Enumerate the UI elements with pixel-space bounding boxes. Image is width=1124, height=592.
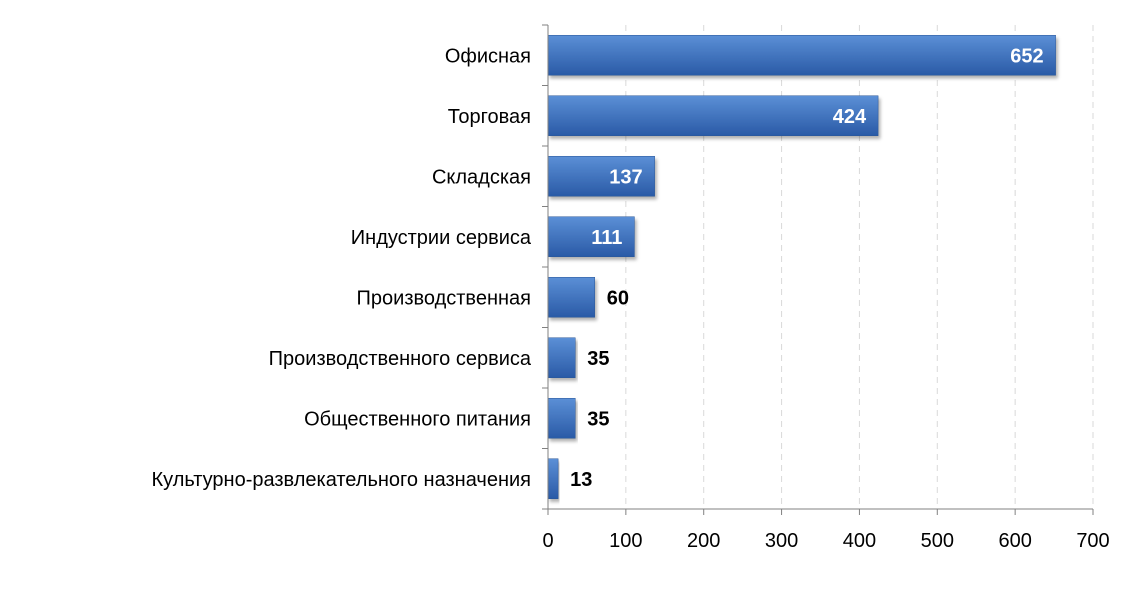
data-label-4: 111 — [591, 227, 622, 249]
x-tick-label: 400 — [843, 530, 876, 552]
bar-7 — [547, 398, 576, 439]
data-label-3: 137 — [609, 166, 642, 188]
bar-5 — [547, 277, 595, 318]
bar-8 — [547, 458, 559, 499]
data-label-5: 60 — [607, 287, 629, 309]
category-label: Торговая — [448, 106, 531, 128]
bar-1 — [547, 35, 1056, 76]
bar-2 — [547, 95, 879, 136]
bars — [547, 35, 1056, 499]
bar-6 — [547, 337, 576, 378]
category-label: Офисная — [445, 45, 531, 67]
category-label: Производственного сервиса — [269, 348, 532, 370]
axes — [542, 24, 1094, 515]
bar-3 — [547, 156, 655, 197]
data-label-8: 13 — [570, 469, 592, 491]
category-label: Индустрии сервиса — [351, 227, 532, 249]
category-label: Общественного питания — [304, 408, 531, 430]
data-label-2: 424 — [833, 106, 867, 128]
x-tick-label: 200 — [687, 530, 720, 552]
x-tick-label: 300 — [765, 530, 798, 552]
x-tick-label: 700 — [1076, 530, 1109, 552]
category-label: Складская — [432, 166, 531, 188]
bar-4 — [547, 216, 635, 257]
data-label-6: 35 — [587, 348, 609, 370]
x-tick-label: 500 — [921, 530, 954, 552]
x-tick-label: 100 — [609, 530, 642, 552]
data-label-7: 35 — [587, 408, 609, 430]
x-tick-label: 0 — [542, 530, 553, 552]
category-label: Культурно-развлекательного назначения — [152, 469, 532, 491]
x-tick-label: 600 — [998, 530, 1031, 552]
labels: 0 100 200 300 400 500 600 700 Офисная Торговая Скл… — [152, 45, 1110, 552]
data-label-1: 652 — [1010, 45, 1043, 67]
category-label: Производственная — [357, 287, 531, 309]
